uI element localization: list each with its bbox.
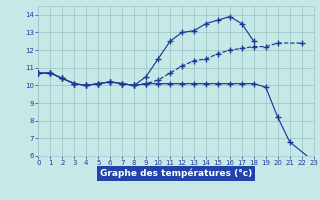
X-axis label: Graphe des températures (°c): Graphe des températures (°c) xyxy=(100,169,252,178)
